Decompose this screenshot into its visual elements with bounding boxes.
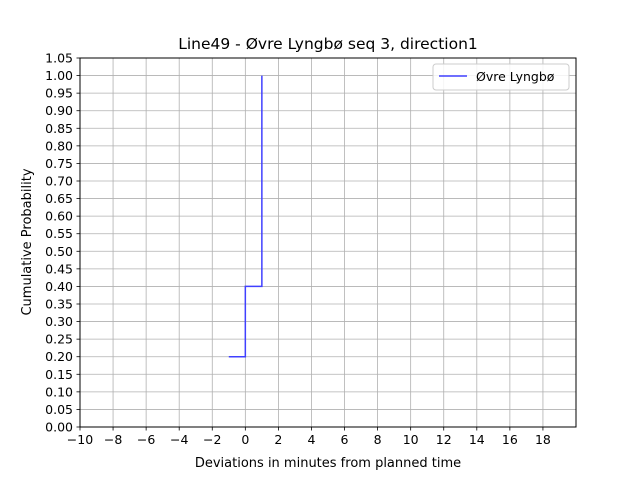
y-tick-label: 0.65: [45, 191, 73, 206]
y-tick-label: 1.00: [45, 68, 73, 83]
series-line: [228, 75, 263, 358]
y-tick-label: 0.25: [45, 332, 73, 347]
y-tick-label: 0.15: [45, 367, 73, 382]
x-tick-label: 14: [469, 432, 485, 447]
x-tick-label: 8: [374, 432, 382, 447]
y-tick-label: 0.95: [45, 86, 73, 101]
y-axis-label: Cumulative Probability: [20, 168, 35, 315]
x-axis-label: Deviations in minutes from planned time: [195, 456, 461, 471]
y-tick-label: 1.05: [45, 51, 73, 66]
x-tick-label: −2: [203, 432, 221, 447]
y-axis-ticks: 0.00 0.05 0.10 0.15 0.20 0.25 0.30 0.35 0.40 0.45…: [45, 51, 80, 435]
x-tick-label: 16: [502, 432, 518, 447]
x-tick-label: −6: [137, 432, 155, 447]
y-tick-label: 0.45: [45, 261, 73, 276]
y-tick-label: 0.20: [45, 349, 73, 364]
x-axis-ticks: −10 −8 −6 −4 −2 0 2 4 6 8 10 12 14 16 18: [67, 427, 551, 447]
x-tick-label: 18: [535, 432, 551, 447]
y-tick-label: 0.60: [45, 209, 73, 224]
y-tick-label: 0.35: [45, 297, 73, 312]
y-tick-label: 0.05: [45, 402, 73, 417]
y-tick-label: 0.80: [45, 138, 73, 153]
y-tick-label: 0.90: [45, 103, 73, 118]
x-tick-label: −4: [170, 432, 188, 447]
plot-lines: [228, 75, 263, 358]
x-tick-label: 0: [241, 432, 249, 447]
plot-frame: [79, 57, 577, 428]
y-tick-label: 0.10: [45, 384, 73, 399]
x-tick-label: 12: [436, 432, 452, 447]
x-tick-label: 10: [403, 432, 419, 447]
x-tick-label: 4: [307, 432, 315, 447]
x-tick-label: 2: [274, 432, 282, 447]
x-tick-label: 6: [341, 432, 349, 447]
y-tick-label: 0.85: [45, 121, 73, 136]
x-tick-label: −8: [104, 432, 122, 447]
y-tick-label: 0.70: [45, 174, 73, 189]
y-tick-label: 0.75: [45, 156, 73, 171]
y-tick-label: 0.30: [45, 314, 73, 329]
legend: Øvre Lyngbø: [432, 63, 570, 91]
chart-title: Line49 - Øvre Lyngbø seq 3, direction1: [178, 35, 478, 53]
y-tick-label: 0.50: [45, 244, 73, 259]
legend-box: [432, 63, 570, 91]
y-tick-label: 0.55: [45, 226, 73, 241]
legend-label: Øvre Lyngbø: [476, 69, 555, 84]
y-tick-label: 0.00: [45, 420, 73, 435]
y-tick-label: 0.40: [45, 279, 73, 294]
x-tick-label: −10: [67, 432, 93, 447]
